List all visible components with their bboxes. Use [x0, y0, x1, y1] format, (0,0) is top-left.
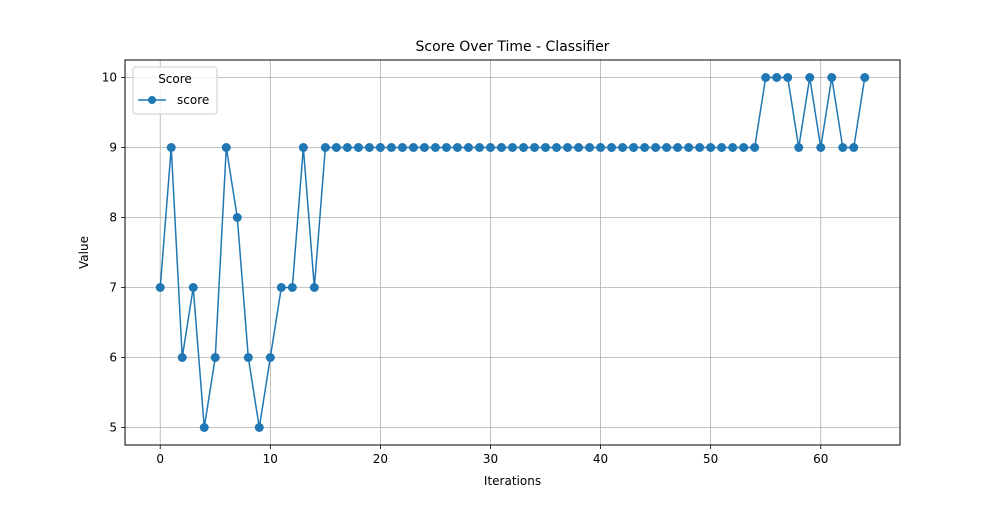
- data-point: [485, 143, 495, 152]
- data-point: [750, 143, 760, 152]
- data-point: [474, 143, 484, 152]
- chart-title: Score Over Time - Classifier: [416, 39, 610, 55]
- data-point: [607, 143, 617, 152]
- x-tick-label: 60: [813, 452, 828, 466]
- data-point: [849, 143, 859, 152]
- legend: Score score: [132, 66, 218, 115]
- data-point: [717, 143, 727, 152]
- data-point: [783, 73, 793, 82]
- data-point: [265, 353, 275, 362]
- data-point: [221, 143, 231, 152]
- data-point: [375, 143, 385, 152]
- grid: [125, 60, 900, 445]
- y-tick-label: 8: [109, 211, 117, 225]
- data-point: [463, 143, 473, 152]
- data-point: [651, 143, 661, 152]
- data-point: [706, 143, 716, 152]
- data-point: [155, 283, 165, 292]
- data-point: [177, 353, 187, 362]
- data-point: [496, 143, 506, 152]
- data-point: [342, 143, 352, 152]
- x-tick-label: 50: [703, 452, 718, 466]
- data-point: [287, 283, 297, 292]
- data-point: [838, 143, 848, 152]
- data-point: [728, 143, 738, 152]
- data-point: [695, 143, 705, 152]
- y-tick-label: 7: [109, 281, 117, 295]
- data-point: [739, 143, 749, 152]
- data-point: [210, 353, 220, 362]
- data-point: [618, 143, 628, 152]
- data-point: [816, 143, 826, 152]
- data-point: [364, 143, 374, 152]
- data-point: [452, 143, 462, 152]
- data-point: [254, 423, 264, 432]
- data-point: [574, 143, 584, 152]
- data-point: [530, 143, 540, 152]
- data-point: [397, 143, 407, 152]
- data-point: [662, 143, 672, 152]
- data-point: [331, 143, 341, 152]
- axis-ticks: 0 10 20 30 40 50 60 5 6 7 8 9 10: [102, 71, 829, 467]
- series-layer: [155, 73, 870, 432]
- data-point: [552, 143, 562, 152]
- y-axis-label: Value: [77, 236, 91, 269]
- x-tick-label: 40: [593, 452, 608, 466]
- x-axis-label: Iterations: [484, 474, 541, 488]
- data-point: [166, 143, 176, 152]
- legend-marker-swatch: [148, 96, 156, 104]
- legend-entry-score: score: [177, 93, 209, 107]
- data-point: [386, 143, 396, 152]
- data-point: [640, 143, 650, 152]
- data-point: [563, 143, 573, 152]
- data-point: [519, 143, 529, 152]
- plot-area-frame: [124, 59, 901, 446]
- data-point: [320, 143, 330, 152]
- x-tick-label: 20: [373, 452, 388, 466]
- y-tick-label: 6: [109, 351, 117, 365]
- data-point: [309, 283, 319, 292]
- data-point: [276, 283, 286, 292]
- data-point: [684, 143, 694, 152]
- series-line-score: [159, 76, 866, 429]
- data-point: [541, 143, 551, 152]
- data-point: [232, 213, 242, 222]
- x-tick-label: 0: [156, 452, 164, 466]
- data-point: [827, 73, 837, 82]
- data-point: [353, 143, 363, 152]
- data-point: [441, 143, 451, 152]
- y-tick-label: 9: [109, 141, 117, 155]
- y-tick-label: 5: [109, 421, 117, 435]
- data-point: [199, 423, 209, 432]
- data-point: [596, 143, 606, 152]
- data-point: [805, 73, 815, 82]
- data-point: [772, 73, 782, 82]
- data-point: [794, 143, 804, 152]
- data-point: [419, 143, 429, 152]
- data-point: [585, 143, 595, 152]
- data-point: [508, 143, 517, 152]
- data-point: [243, 353, 253, 362]
- y-tick-label: 10: [102, 71, 117, 85]
- data-point: [629, 143, 639, 152]
- data-point: [298, 143, 308, 152]
- x-tick-label: 10: [263, 452, 278, 466]
- legend-title: Score: [158, 72, 192, 86]
- data-point: [408, 143, 418, 152]
- data-point: [761, 73, 771, 82]
- data-point: [860, 73, 870, 82]
- data-point: [430, 143, 440, 152]
- data-point: [673, 143, 683, 152]
- x-tick-label: 30: [483, 452, 498, 466]
- data-point: [188, 283, 198, 292]
